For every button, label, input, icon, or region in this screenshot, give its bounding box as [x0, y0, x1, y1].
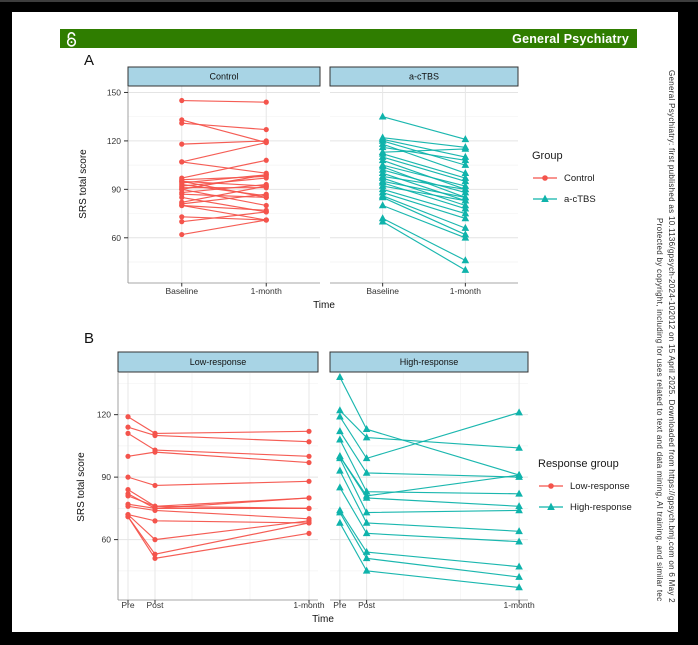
triangle-key-icon [533, 194, 557, 202]
legend-item-label: High-response [570, 501, 632, 513]
series-Control [179, 97, 269, 238]
y-tick-label: 90 [102, 472, 112, 482]
legend-item: High-response [538, 501, 632, 513]
legend-item-label: Low-response [570, 480, 630, 492]
y-axis-title: SRS total score [78, 149, 89, 219]
legend-item-label: Control [564, 172, 595, 184]
x-tick-label: Pre [333, 600, 347, 610]
x-tick-label: 1-month [450, 286, 481, 296]
legend-item: Low-response [538, 480, 632, 492]
facet-strip-label: a-cTBS [409, 72, 439, 82]
circle-key-icon [533, 175, 557, 181]
x-tick-label: Baseline [366, 286, 399, 296]
facet-High-response: High-response Pre Post 1-month [329, 351, 535, 610]
y-axis-title: SRS total score [76, 452, 87, 522]
journal-title: General Psychiatry [512, 31, 629, 46]
journal-banner: General Psychiatry [60, 29, 637, 48]
series-a-cTBS [378, 112, 470, 273]
facet-a-cTBS: a-cTBS Baseline 1-month [329, 66, 519, 296]
copyright-watermark: Protected by copyright, including for us… [655, 218, 664, 602]
legend-item: Control [532, 172, 596, 184]
x-tick-label: 1-month [503, 600, 534, 610]
x-tick-label: Post [146, 600, 164, 610]
window-frame-edge [0, 0, 698, 2]
facet-strip [127, 66, 321, 87]
series-Low-response [125, 414, 312, 561]
x-axis-title: Time [312, 614, 334, 625]
y-tick-label: 60 [102, 535, 112, 545]
facet-strip-label: Control [209, 72, 238, 82]
legend-item: a-cTBS [532, 193, 596, 205]
facet-strip-label: Low-response [190, 357, 247, 367]
x-tick-label: 1-month [251, 286, 282, 296]
citation-watermark: General Psychiatry: first published as 1… [667, 70, 676, 603]
legend-item-label: a-cTBS [564, 193, 596, 205]
series-High-response [336, 372, 523, 591]
facet-strip [329, 351, 529, 373]
x-tick-label: 1-month [293, 600, 324, 610]
y-tick-label: 90 [112, 184, 122, 194]
y-tick-label: 120 [97, 410, 111, 420]
x-tick-label: Post [358, 600, 376, 610]
facet-Control: Control Baseline 1-month [127, 66, 321, 296]
x-axis-title: Time [313, 300, 335, 311]
panel-b-chart: Low-response Pre Post 1-month High-response P… [76, 351, 535, 625]
facet-Low-response: Low-response Pre Post 1-month [117, 351, 325, 610]
legend-title: Group [532, 150, 563, 162]
legend-items: Control a-cTBS [532, 172, 596, 205]
y-tick-label: 150 [107, 87, 121, 97]
panel-b-label: B [84, 330, 95, 347]
facet-strip [117, 351, 319, 373]
facet-strip-label: High-response [400, 357, 459, 367]
facet-strip [329, 66, 519, 87]
open-access-lock-icon [65, 31, 78, 47]
legend-items: Low-response High-response [538, 480, 632, 513]
triangle-key-icon [539, 502, 563, 510]
panel-a-label: A [84, 52, 95, 69]
journal-page: General Psychiatry A Control Baseline 1-mo… [12, 12, 678, 632]
legend-title: Response group [538, 458, 619, 470]
legend-response-group: Response group Low-response High-response [538, 458, 632, 522]
circle-key-icon [539, 483, 563, 489]
x-tick-label: Pre [121, 600, 135, 610]
panel-a-chart: Control Baseline 1-month a-cTBS Baseline 1-mo… [78, 66, 519, 311]
legend-group: Group Control a-cTBS [532, 150, 596, 214]
x-tick-label: Baseline [165, 286, 198, 296]
y-tick-label: 120 [107, 136, 121, 146]
y-tick-label: 60 [112, 233, 122, 243]
